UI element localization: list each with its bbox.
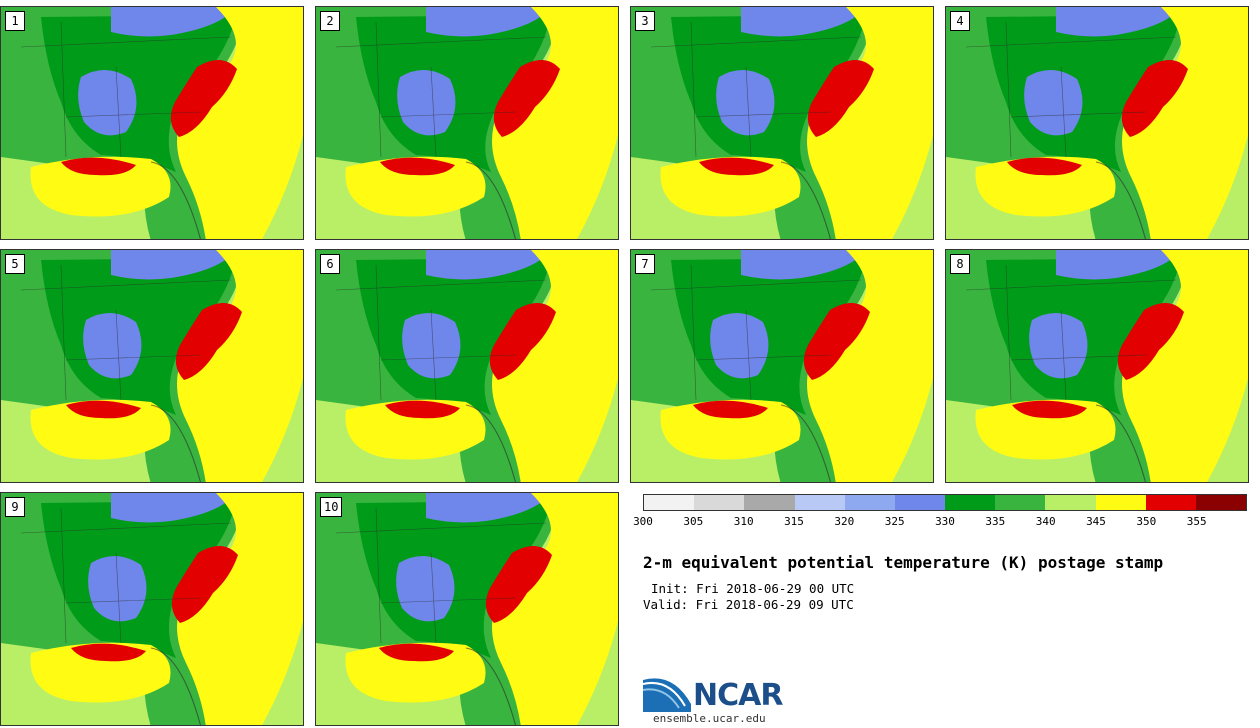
colorbar-swatch — [1145, 495, 1196, 510]
colorbar — [643, 494, 1247, 511]
map-field — [631, 7, 933, 239]
member-label: 1 — [5, 11, 25, 31]
colorbar-swatch — [744, 495, 795, 510]
colorbar-swatch — [794, 495, 845, 510]
logo-text: NCAR — [693, 678, 783, 713]
member-label: 10 — [320, 497, 343, 517]
panel-member-6: 6 — [315, 249, 619, 483]
colorbar-swatch — [894, 495, 946, 510]
map-field — [1, 250, 303, 482]
member-label: 9 — [5, 497, 25, 517]
colorbar-tick-label: 345 — [1086, 515, 1106, 528]
map-field — [316, 7, 618, 239]
ncar-logo-icon — [643, 678, 691, 712]
colorbar-swatch — [1095, 495, 1146, 510]
member-label: 4 — [950, 11, 970, 31]
colorbar-tick-label: 350 — [1136, 515, 1157, 528]
colorbar-tick-label: 300 — [633, 515, 653, 528]
colorbar-swatch — [694, 495, 745, 510]
map-field — [946, 7, 1248, 239]
member-label: 5 — [5, 254, 25, 274]
colorbar-tick-label: 340 — [1035, 515, 1056, 528]
figure-title: 2-m equivalent potential temperature (K)… — [643, 553, 1164, 572]
colorbar-swatch — [844, 495, 895, 510]
colorbar-tick-label: 305 — [683, 515, 704, 528]
map-field — [316, 493, 618, 725]
valid-time: Valid: Fri 2018-06-29 09 UTC — [643, 597, 854, 612]
panel-member-5: 5 — [0, 249, 304, 483]
map-field — [1, 7, 303, 239]
colorbar-swatch — [945, 495, 996, 510]
panel-member-1: 1 — [0, 6, 304, 240]
colorbar-tick-label: 310 — [733, 515, 754, 528]
member-label: 6 — [320, 254, 340, 274]
colorbar-tick-label: 315 — [784, 515, 804, 528]
member-label: 7 — [635, 254, 655, 274]
map-field — [631, 250, 933, 482]
map-field — [1, 493, 303, 725]
panel-member-9: 9 — [0, 492, 304, 726]
site-url: ensemble.ucar.edu — [653, 712, 766, 725]
panel-member-2: 2 — [315, 6, 619, 240]
panel-member-4: 4 — [945, 6, 1249, 240]
colorbar-swatch — [644, 495, 695, 510]
colorbar-ticks: 300 305 310 315 320 325 330 335 340 345 350 355 — [633, 515, 1247, 529]
colorbar-tick-label: 330 — [935, 515, 955, 528]
member-label: 3 — [635, 11, 655, 31]
colorbar-swatch — [995, 495, 1046, 510]
colorbar-tick-label: 320 — [834, 515, 855, 528]
colorbar-tick-label: 335 — [985, 515, 1006, 528]
panel-member-8: 8 — [945, 249, 1249, 483]
colorbar-swatch — [1195, 495, 1247, 510]
panel-member-10: 10 — [315, 492, 619, 726]
colorbar-swatch — [1045, 495, 1096, 510]
map-field — [946, 250, 1248, 482]
panel-member-7: 7 — [630, 249, 934, 483]
map-field — [316, 250, 618, 482]
panel-member-3: 3 — [630, 6, 934, 240]
colorbar-tick-label: 355 — [1186, 515, 1207, 528]
member-label: 2 — [320, 11, 340, 31]
colorbar-tick-label: 325 — [884, 515, 905, 528]
init-time: Init: Fri 2018-06-29 00 UTC — [651, 581, 855, 596]
member-label: 8 — [950, 254, 970, 274]
